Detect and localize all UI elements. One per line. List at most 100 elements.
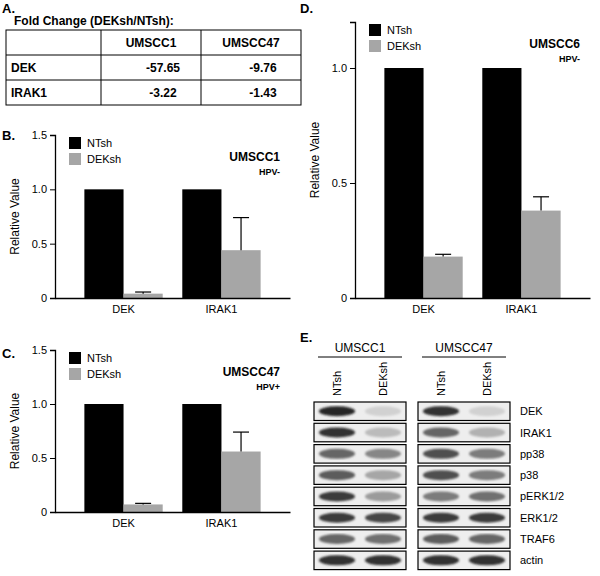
band: [423, 491, 459, 501]
protein-label: pERK1/2: [520, 490, 564, 502]
plot-area: [84, 404, 260, 512]
blot-box: [314, 509, 406, 528]
tick-label: IRAK1: [206, 303, 238, 315]
axis-line: [50, 351, 56, 513]
band: [469, 449, 505, 459]
tick: 1.0: [32, 398, 55, 410]
chart-subtitle: HPV-: [259, 167, 280, 177]
panel-label: E.: [300, 330, 312, 345]
error-cap: [435, 254, 451, 255]
tick: DEK: [412, 298, 435, 315]
band: [319, 555, 355, 565]
legend-label: DEKsh: [387, 40, 421, 52]
band: [423, 406, 459, 416]
band: [469, 534, 505, 544]
tick-mark: [350, 68, 355, 69]
tick: 1.0: [32, 183, 55, 195]
band: [423, 449, 459, 459]
blot-box: [314, 551, 406, 570]
tick: 0.5: [332, 177, 355, 189]
legend-swatch: [369, 40, 381, 52]
axis-line: [350, 23, 356, 299]
panel-label: D.: [300, 1, 313, 16]
legend-swatch: [69, 153, 81, 165]
tick-mark: [50, 189, 55, 190]
band: [469, 470, 505, 480]
bar: [221, 452, 260, 512]
band: [423, 513, 459, 523]
lane-label: NTsh: [435, 371, 447, 396]
x-axis: DEK IRAK1: [56, 298, 291, 315]
table-rule: [6, 55, 301, 56]
band: [365, 470, 401, 480]
tick-label: 0: [341, 292, 347, 304]
tick: 1.0: [332, 62, 355, 74]
row-header: DEK: [11, 61, 37, 75]
plot-area: [84, 189, 260, 298]
legend-swatch: [369, 24, 381, 36]
band: [423, 534, 459, 544]
tick-label: 1.5: [32, 344, 47, 356]
legend-label: NTsh: [87, 137, 112, 149]
chart-title: UMSCC1: [229, 150, 280, 164]
tick: 0.5: [32, 238, 55, 250]
tick: DEK: [112, 512, 135, 529]
protein-label: ERK1/2: [520, 512, 558, 524]
band: [365, 491, 401, 501]
tick: 1.5: [32, 129, 55, 141]
cell-line-label: UMSCC1: [335, 341, 386, 355]
blot-box: [418, 551, 510, 570]
chart-title: UMSCC47: [223, 365, 281, 379]
protein-label: p38: [520, 469, 538, 481]
tick-label: DEK: [112, 517, 135, 529]
tick-mark: [350, 183, 355, 184]
y-axis: 0 0.5 1.0: [332, 23, 356, 305]
tick-label: DEK: [412, 303, 435, 315]
blot-box: [418, 466, 510, 485]
header-rule: [318, 357, 402, 358]
chart-subtitle: HPV+: [256, 382, 280, 392]
band: [365, 513, 401, 523]
chart-title: UMSCC6: [529, 37, 580, 51]
header-rule: [422, 357, 506, 358]
tick-label: 0: [41, 292, 47, 304]
table-cell: -1.43: [249, 86, 277, 100]
tick-mark: [50, 135, 55, 136]
blot: UMSCC1NTshDEKshUMSCC47NTshDEKshDEKIRAK1p…: [314, 341, 564, 570]
column-header: UMSCC1: [126, 36, 177, 50]
tick-label: 0.5: [32, 238, 47, 250]
error-cap: [233, 217, 249, 218]
legend-label: NTsh: [387, 24, 412, 36]
band: [319, 513, 355, 523]
chart: 00.51.0DEKIRAK1Relative ValueUMSCC6HPV-N…: [308, 23, 591, 315]
row-header: IRAK1: [11, 86, 47, 100]
protein-label: IRAK1: [520, 427, 552, 439]
table: Fold Change (DEKsh/NTsh):UMSCC1UMSCC47DE…: [6, 14, 301, 105]
tick: IRAK1: [206, 298, 238, 315]
blot-box: [314, 487, 406, 506]
bar: [182, 404, 221, 512]
protein-label: actin: [520, 554, 543, 566]
bar: [384, 68, 423, 298]
axis-line: [56, 298, 291, 299]
tick-mark: [50, 350, 55, 351]
tick: 0: [41, 292, 55, 304]
tick: 0.5: [32, 452, 55, 464]
legend-label: DEKsh: [87, 368, 121, 380]
band: [469, 428, 505, 438]
tick-label: DEK: [112, 303, 135, 315]
panel-label: B.: [2, 128, 15, 143]
chart-subtitle: HPV-: [559, 54, 580, 64]
error-cap: [233, 431, 249, 432]
tick-label: 1.0: [32, 183, 47, 195]
lane-label: NTsh: [331, 371, 343, 396]
x-axis: DEK IRAK1: [56, 512, 291, 529]
band: [365, 534, 401, 544]
tick: IRAK1: [206, 512, 238, 529]
bar: [482, 68, 521, 298]
bar: [182, 189, 221, 298]
tick-label: 1.0: [32, 398, 47, 410]
tick-mark: [50, 298, 55, 299]
protein-label: DEK: [520, 405, 543, 417]
band: [365, 449, 401, 459]
